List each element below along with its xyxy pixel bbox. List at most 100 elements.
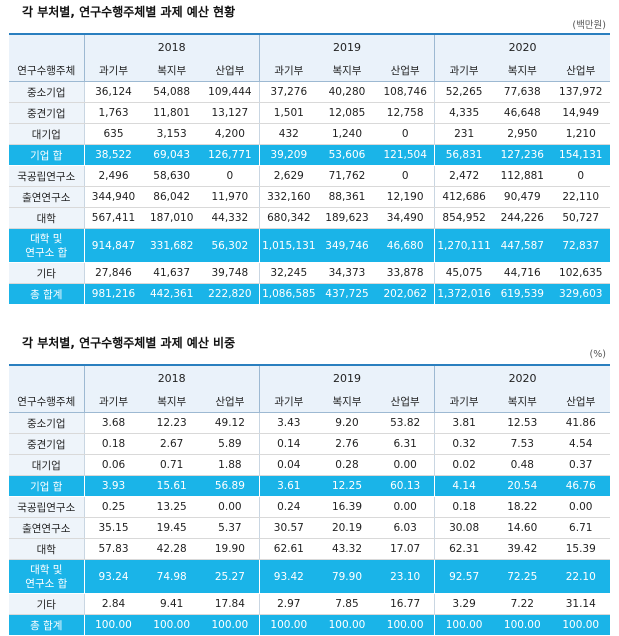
cell-value: 38,522: [83, 144, 143, 166]
cell-value: 137,972: [551, 81, 610, 103]
cell-value: 57.83: [83, 538, 143, 560]
cell-value: 3.68: [83, 412, 143, 434]
cell-value: 22,110: [551, 186, 610, 208]
cell-value: 854,952: [434, 207, 494, 229]
cell-value: 0: [376, 165, 435, 187]
cell-value: 6.71: [551, 517, 610, 539]
ministry-header: 산업부: [200, 391, 260, 413]
cell-value: 5.89: [200, 433, 260, 455]
ministry-header: 과기부: [83, 60, 143, 82]
cell-value: 0: [376, 123, 435, 145]
cell-value: 60.13: [376, 475, 435, 497]
cell-value: 112,881: [493, 165, 552, 187]
ministry-header: 산업부: [376, 391, 435, 413]
cell-value: 58,630: [142, 165, 201, 187]
cell-value: 0.18: [83, 433, 143, 455]
year-header: 2018: [83, 33, 260, 60]
ministry-header: 과기부: [258, 60, 318, 82]
cell-value: 102,635: [551, 262, 610, 284]
cell-value: 19.45: [142, 517, 201, 539]
cell-value: 3.61: [258, 475, 318, 497]
corner-label: 연구수행주체: [9, 60, 85, 82]
cell-value: 0.32: [434, 433, 494, 455]
cell-value: 36,124: [83, 81, 143, 103]
table-row: 기타 2.84 9.41 17.84 2.97 7.85 16.77 3.29 7.22 31.1…: [9, 593, 610, 615]
cell-value: 349,746: [317, 228, 377, 263]
cell-value: 1,015,131: [258, 228, 318, 263]
cell-value: 46,648: [493, 102, 552, 124]
cell-value: 0.18: [434, 496, 494, 518]
row-label: 출연연구소: [9, 186, 85, 208]
cell-value: 9.20: [317, 412, 377, 434]
cell-value: 88,361: [317, 186, 377, 208]
cell-value: 3.93: [83, 475, 143, 497]
cell-value: 12.23: [142, 412, 201, 434]
cell-value: 11,970: [200, 186, 260, 208]
table-row: 대학 및 연구소 합 914,847 331,682 56,302 1,015,131 34…: [9, 228, 610, 263]
cell-value: 50,727: [551, 207, 610, 229]
cell-value: 100.00: [376, 614, 435, 636]
cell-value: 32,245: [258, 262, 318, 284]
cell-value: 19.90: [200, 538, 260, 560]
cell-value: 53,606: [317, 144, 377, 166]
cell-value: 412,686: [434, 186, 494, 208]
cell-value: 4,335: [434, 102, 494, 124]
table-row: 중견기업 0.18 2.67 5.89 0.14 2.76 6.31 0.32 7.53 4.54: [9, 433, 610, 455]
cell-value: 72.25: [493, 559, 552, 594]
cell-value: 127,236: [493, 144, 552, 166]
ministry-header: 산업부: [200, 60, 260, 82]
cell-value: 12.53: [493, 412, 552, 434]
budget-share-table: 2018 2019 2020 연구수행주체 과기부 복지부 산업부 과기부 복지부 산업부…: [9, 364, 610, 636]
cell-value: 0.00: [376, 454, 435, 476]
cell-value: 43.32: [317, 538, 377, 560]
row-label-line: 대학 및: [30, 232, 63, 245]
cell-value: 41,637: [142, 262, 201, 284]
ministry-header: 산업부: [376, 60, 435, 82]
cell-value: 14.60: [493, 517, 552, 539]
ministry-header: 복지부: [317, 60, 377, 82]
cell-value: 108,746: [376, 81, 435, 103]
table-row: 대기업 635 3,153 4,200 432 1,240 0 231 2,950 1,210: [9, 123, 610, 145]
cell-value: 0.02: [434, 454, 494, 476]
row-label: 기업 합: [9, 475, 85, 497]
year-header: 2019: [258, 364, 435, 391]
year-header: 2020: [434, 364, 610, 391]
cell-value: 100.00: [317, 614, 377, 636]
cell-value: 12.25: [317, 475, 377, 497]
cell-value: 62.31: [434, 538, 494, 560]
cell-value: 20.19: [317, 517, 377, 539]
cell-value: 100.00: [83, 614, 143, 636]
cell-value: 42.28: [142, 538, 201, 560]
cell-value: 437,725: [317, 283, 377, 305]
cell-value: 44,716: [493, 262, 552, 284]
cell-value: 0.25: [83, 496, 143, 518]
cell-value: 39,209: [258, 144, 318, 166]
cell-value: 331,682: [142, 228, 201, 263]
row-label: 기타: [9, 262, 85, 284]
table1-unit: (백만원): [572, 20, 606, 31]
cell-value: 2.97: [258, 593, 318, 615]
ministry-header: 과기부: [434, 60, 494, 82]
cell-value: 109,444: [200, 81, 260, 103]
cell-value: 18.22: [493, 496, 552, 518]
row-label: 총 합계: [9, 614, 85, 636]
cell-value: 1,086,585: [258, 283, 318, 305]
cell-value: 34,490: [376, 207, 435, 229]
cell-value: 54,088: [142, 81, 201, 103]
cell-value: 432: [258, 123, 318, 145]
ministry-header: 과기부: [83, 391, 143, 413]
table-row: 중소기업 36,124 54,088 109,444 37,276 40,280 108,7…: [9, 81, 610, 103]
cell-value: 100.00: [493, 614, 552, 636]
row-label-line: 연구소 합: [25, 246, 68, 259]
cell-value: 69,043: [142, 144, 201, 166]
cell-value: 20.54: [493, 475, 552, 497]
cell-value: 189,623: [317, 207, 377, 229]
ministry-header: 산업부: [551, 60, 610, 82]
cell-value: 2.76: [317, 433, 377, 455]
cell-value: 1,210: [551, 123, 610, 145]
row-label: 대학: [9, 538, 85, 560]
cell-value: 1.88: [200, 454, 260, 476]
row-label: 대학: [9, 207, 85, 229]
cell-value: 0.04: [258, 454, 318, 476]
cell-value: 56,831: [434, 144, 494, 166]
